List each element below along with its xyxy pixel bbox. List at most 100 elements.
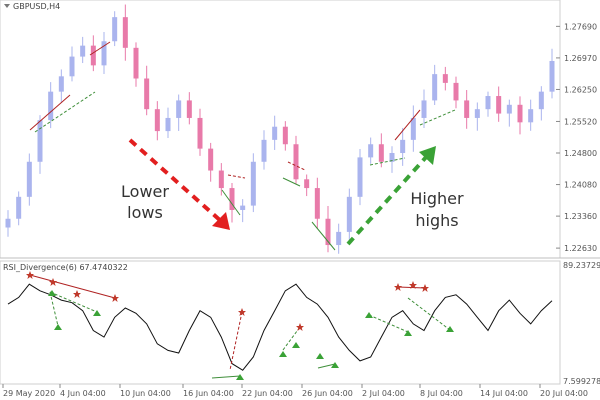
higher-highs-arrow bbox=[346, 146, 436, 246]
candle bbox=[176, 94, 182, 131]
indicator-title: RSI_Divergence(6) 67.4740322 bbox=[3, 263, 128, 272]
price-panel-frame bbox=[0, 0, 561, 259]
divergence-star-marker bbox=[111, 294, 119, 302]
divergence-arrow-marker bbox=[446, 326, 454, 332]
divergence-lines-price bbox=[29, 41, 456, 251]
candle bbox=[197, 108, 203, 156]
divergence-star-marker bbox=[49, 278, 57, 286]
rsi-bull-divergence bbox=[49, 291, 98, 313]
bull-divergence-line bbox=[419, 109, 456, 126]
time-label: 2 Jul 04:00 bbox=[362, 389, 405, 398]
price-label: 1.27690 bbox=[564, 22, 597, 31]
candle bbox=[357, 149, 363, 206]
candle bbox=[26, 153, 32, 206]
price-label: 1.22630 bbox=[564, 244, 597, 253]
candle bbox=[293, 135, 299, 185]
candle bbox=[346, 188, 352, 244]
candle bbox=[304, 174, 310, 197]
price-label: 1.23360 bbox=[564, 212, 597, 221]
candle bbox=[517, 96, 523, 135]
indicator-panel-frame bbox=[0, 260, 561, 385]
time-label: 20 Jul 04:00 bbox=[540, 389, 588, 398]
divergence-arrow-marker bbox=[316, 353, 324, 359]
divergence-star-marker bbox=[296, 323, 304, 331]
candle bbox=[250, 153, 256, 213]
candle bbox=[208, 142, 214, 182]
time-label: 26 Jun 04:00 bbox=[302, 389, 353, 398]
divergence-star-marker bbox=[238, 308, 246, 316]
higher-highs-label-line1: Higher bbox=[410, 189, 464, 208]
bull-divergence-line bbox=[221, 189, 241, 216]
candle bbox=[496, 86, 502, 122]
collapse-arrow-icon[interactable] bbox=[4, 4, 10, 8]
candle bbox=[218, 163, 224, 196]
divergence-arrow-marker bbox=[365, 312, 373, 318]
candle bbox=[389, 146, 395, 173]
divergence-arrow-marker bbox=[48, 290, 56, 296]
price-axis: 1.27690 1.26970 1.26250 1.25520 1.24800 1.240… bbox=[556, 22, 597, 253]
price-label: 1.24080 bbox=[564, 181, 597, 190]
chart-symbol-title: GBPUSD,H4 bbox=[13, 2, 60, 11]
candle bbox=[453, 76, 459, 109]
divergence-arrow-marker bbox=[292, 342, 300, 348]
divergence-star-marker bbox=[409, 281, 417, 289]
price-label: 1.26970 bbox=[564, 54, 597, 63]
rsi-bull-divergence bbox=[211, 375, 241, 379]
candle bbox=[464, 90, 470, 129]
candle bbox=[133, 42, 139, 87]
divergence-arrow-marker bbox=[93, 310, 101, 316]
bear-divergence-line bbox=[394, 109, 421, 141]
candle bbox=[229, 182, 235, 223]
candle bbox=[154, 101, 160, 141]
candle bbox=[474, 102, 480, 131]
candle bbox=[421, 89, 427, 128]
candle bbox=[432, 64, 438, 106]
candle bbox=[165, 107, 171, 138]
lower-lows-label-line2: lows bbox=[127, 203, 163, 222]
candle bbox=[37, 115, 43, 174]
divergence-star-marker bbox=[394, 283, 402, 291]
candle bbox=[69, 46, 75, 82]
divergence-arrow-marker bbox=[54, 324, 62, 330]
price-label: 1.25520 bbox=[564, 117, 597, 126]
time-label: 4 Jun 04:00 bbox=[60, 389, 106, 398]
rsi-bull-divergence bbox=[407, 297, 451, 331]
candle bbox=[112, 11, 118, 47]
chart-header: GBPUSD,H4 bbox=[4, 2, 60, 11]
candle bbox=[122, 4, 128, 61]
candle bbox=[538, 86, 544, 121]
candle bbox=[186, 92, 192, 125]
price-label: 1.26250 bbox=[564, 85, 597, 94]
price-panel: GBPUSD,H4 1.27690 1.26970 1.26250 1.25520 1.… bbox=[0, 0, 597, 259]
divergence-star-marker bbox=[26, 271, 34, 279]
divergence-arrow-marker bbox=[404, 330, 412, 336]
time-axis: 29 May 2020 4 Jun 04:00 10 Jun 04:00 16 Jun… bbox=[2, 384, 588, 398]
divergence-star-marker bbox=[73, 290, 81, 298]
divergence-arrow-marker bbox=[279, 351, 287, 357]
candle bbox=[506, 99, 512, 127]
lower-lows-label-line1: Lower bbox=[121, 182, 169, 201]
higher-highs-label-line2: highs bbox=[415, 211, 458, 230]
bear-divergence-line bbox=[227, 174, 246, 179]
rsi-bull-divergence bbox=[49, 291, 59, 327]
candle bbox=[528, 99, 534, 131]
candle bbox=[314, 177, 320, 229]
candle bbox=[410, 105, 416, 152]
divergence-arrow-marker bbox=[331, 362, 339, 368]
rsi-bear-divergence bbox=[29, 274, 116, 299]
bear-divergence-line bbox=[89, 41, 111, 56]
bear-divergence-line bbox=[287, 161, 306, 171]
candle bbox=[48, 82, 54, 129]
candle bbox=[336, 223, 342, 254]
time-label: 22 Jun 04:00 bbox=[242, 389, 293, 398]
candle bbox=[368, 137, 374, 164]
bear-divergence-line bbox=[29, 94, 71, 131]
bull-divergence-line bbox=[369, 157, 406, 166]
divergence-star-marker bbox=[421, 284, 429, 292]
divergence-arrow-marker bbox=[236, 374, 244, 380]
candle bbox=[240, 199, 246, 223]
candle bbox=[101, 31, 107, 75]
